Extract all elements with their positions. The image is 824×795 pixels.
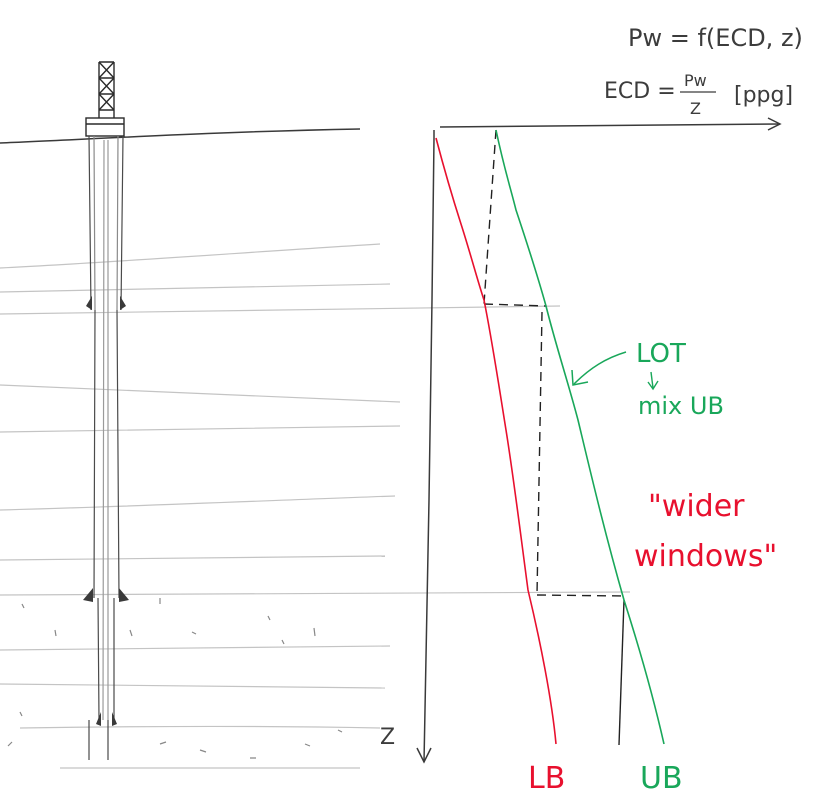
sediment-specks: [7, 598, 343, 759]
lb-curve-label: LB: [528, 761, 565, 795]
upper-bound-curve: [495, 129, 665, 745]
equation-ecd-lhs: ECD =: [604, 79, 676, 104]
lot-down-arrow: [647, 371, 659, 391]
casing-shoes: [83, 296, 129, 726]
final-casing-line: [618, 599, 625, 746]
formation-layer-lines: [0, 243, 631, 769]
lower-bound-curve: [435, 137, 557, 745]
wider-label: "wider: [648, 489, 745, 524]
windows-label: windows": [634, 539, 777, 574]
lot-pointer-arrow: [571, 351, 627, 386]
casing-design-dashed-lines: [483, 129, 625, 597]
depth-axis-label: Z: [380, 725, 395, 750]
depth-axis-line: [423, 130, 435, 763]
lot-label: LOT: [636, 339, 686, 369]
ub-curve-label: UB: [640, 761, 683, 795]
mix-ub-label: mix UB: [638, 392, 724, 420]
ground-surface-line: [0, 128, 361, 144]
well-casing-strings: [88, 135, 124, 760]
pressure-depth-axes: [416, 117, 782, 764]
pressure-axis-line: [439, 123, 781, 128]
depth-axis-arrowhead: [416, 747, 432, 764]
equation-units: [ppg]: [734, 83, 793, 108]
pressure-axis-arrowhead: [767, 117, 782, 131]
equation-ecd-numerator: Pw: [684, 71, 707, 90]
equation-ecd-denominator: Z: [690, 99, 701, 118]
equation-pressure-function: Pw = f(ECD, z): [628, 24, 803, 52]
drilling-rig-derrick: [85, 61, 125, 137]
